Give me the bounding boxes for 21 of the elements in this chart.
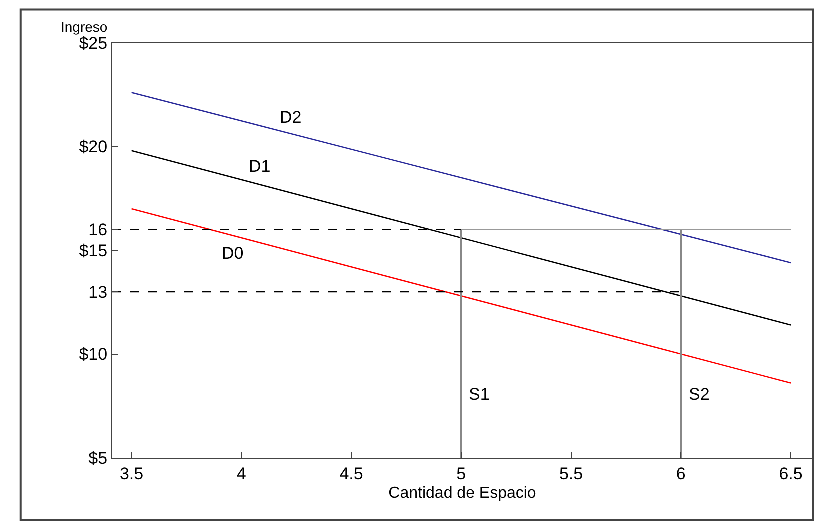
y-tick-label: $5: [88, 448, 108, 468]
series-label: S2: [689, 385, 710, 404]
y-tick-label: 13: [88, 282, 108, 302]
y-tick-label: 16: [88, 220, 108, 240]
y-tick-label: $15: [79, 241, 108, 260]
y-tick-label: $20: [79, 138, 108, 157]
y-tick-label: $25: [79, 34, 108, 53]
x-axis-title: Cantidad de Espacio: [388, 485, 536, 502]
x-tick-label: 4: [236, 464, 246, 484]
x-tick-label: 6: [676, 464, 686, 484]
x-tick-label: 4.5: [340, 464, 364, 484]
y-axis-title: Ingreso: [61, 19, 108, 35]
x-tick-label: 3.5: [120, 464, 144, 484]
x-tick-label: 5.5: [559, 464, 584, 484]
series-label: D2: [280, 108, 302, 127]
series-label: D0: [222, 244, 244, 263]
series-label: S1: [469, 385, 490, 404]
y-tick-label: $10: [79, 345, 108, 364]
x-tick-label: 5: [456, 464, 466, 484]
series-label: D1: [249, 157, 271, 176]
x-tick-label: 6.5: [779, 464, 803, 484]
